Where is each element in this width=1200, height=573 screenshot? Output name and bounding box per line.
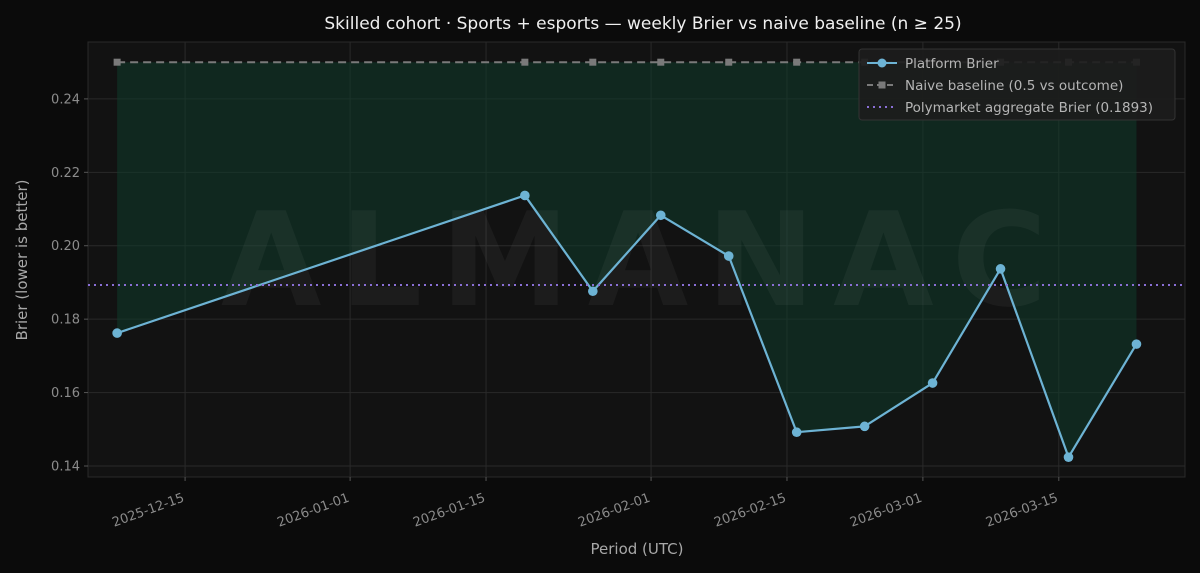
legend-swatch-marker xyxy=(877,58,887,68)
legend-entry-label: Naive baseline (0.5 vs outcome) xyxy=(905,78,1123,94)
legend: Platform Brier Naive baseline (0.5 vs out… xyxy=(858,48,1176,121)
platform-brier-point xyxy=(927,378,938,388)
platform-brier-point xyxy=(588,286,598,297)
platform-brier-point xyxy=(995,264,1006,274)
series-layer xyxy=(88,58,1185,462)
y-axis-label: Brier (lower is better) xyxy=(13,180,31,341)
platform-brier-point xyxy=(859,421,870,432)
naive-baseline-point xyxy=(113,58,121,66)
platform-brier-point xyxy=(723,251,734,261)
y-tick-label: 0.18 xyxy=(51,313,80,328)
legend-entry-label: Polymarket aggregate Brier (0.1893) xyxy=(905,100,1153,116)
platform-brier-point xyxy=(1131,339,1142,349)
legend-box xyxy=(858,48,1176,121)
platform-brier-point xyxy=(1063,452,1074,462)
naive-baseline-point xyxy=(589,58,597,66)
y-tick-label: 0.14 xyxy=(51,459,80,474)
watermark: ALMANAC xyxy=(221,184,1065,336)
naive-baseline-point xyxy=(521,58,529,66)
fill-between-shape xyxy=(117,62,1137,458)
x-axis-label: Period (UTC) xyxy=(591,540,684,558)
platform-brier-point xyxy=(112,328,122,338)
naive-baseline-point xyxy=(657,58,665,66)
y-tick-label: 0.16 xyxy=(51,386,80,401)
y-tick-label: 0.24 xyxy=(51,92,80,107)
platform-brier-point xyxy=(655,210,666,221)
y-tick-label: 0.22 xyxy=(51,166,80,181)
platform-brier-point xyxy=(791,427,802,438)
platform-brier-point xyxy=(520,190,530,201)
chart-title: Skilled cohort · Sports + esports — week… xyxy=(324,14,961,34)
legend-swatch-marker xyxy=(878,81,886,89)
naive-baseline-point xyxy=(793,58,801,66)
naive-baseline-point xyxy=(725,58,733,66)
y-tick-label: 0.20 xyxy=(51,239,80,254)
legend-entry-label: Platform Brier xyxy=(905,56,999,72)
fill-between-area xyxy=(117,62,1137,458)
